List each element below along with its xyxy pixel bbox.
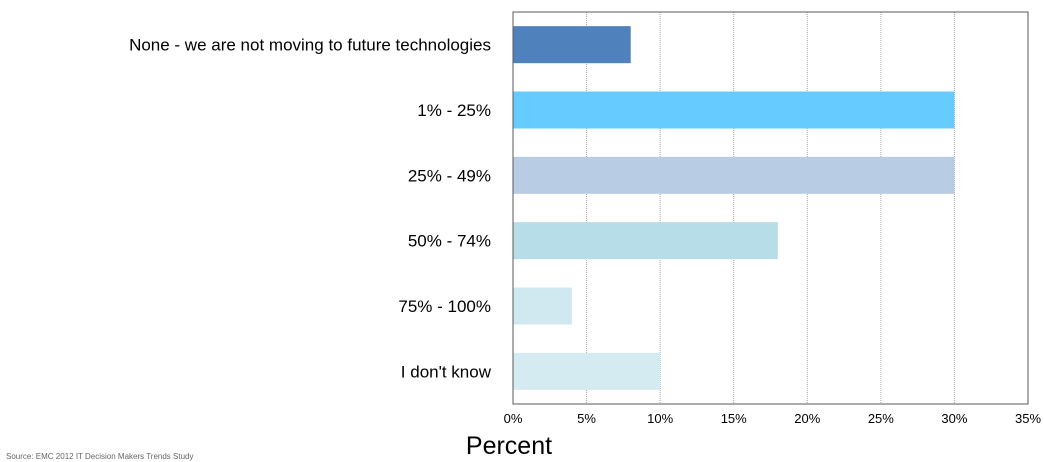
bar — [513, 222, 778, 260]
bar — [513, 91, 955, 129]
category-label: 50% - 74% — [408, 232, 491, 251]
category-labels: None - we are not moving to future techn… — [129, 36, 492, 382]
x-tick-label: 35% — [1015, 411, 1041, 426]
source-note: Source: EMC 2012 IT Decision Makers Tren… — [6, 452, 194, 461]
x-tick-label: 15% — [721, 411, 747, 426]
plot-area-frame — [512, 11, 1029, 405]
x-tick-labels: 0% 5% 10% 15% 20% 25% 30% 35% — [504, 411, 1042, 426]
x-tick-label: 20% — [794, 411, 820, 426]
category-label: I don't know — [401, 362, 492, 381]
bar — [513, 352, 661, 390]
bar — [513, 156, 955, 194]
gridlines — [586, 12, 955, 404]
x-axis-title: Percent — [466, 432, 552, 460]
x-tick-label: 30% — [941, 411, 967, 426]
category-label: None - we are not moving to future techn… — [129, 36, 491, 55]
x-tick-label: 0% — [504, 411, 523, 426]
x-tick-label: 10% — [647, 411, 673, 426]
category-label: 75% - 100% — [398, 297, 491, 316]
x-tick-label: 25% — [868, 411, 894, 426]
category-label: 25% - 49% — [408, 166, 491, 185]
bar — [513, 287, 572, 325]
bars — [513, 26, 955, 390]
category-label: 1% - 25% — [417, 101, 491, 120]
bar — [513, 26, 631, 64]
x-tick-label: 5% — [577, 411, 596, 426]
